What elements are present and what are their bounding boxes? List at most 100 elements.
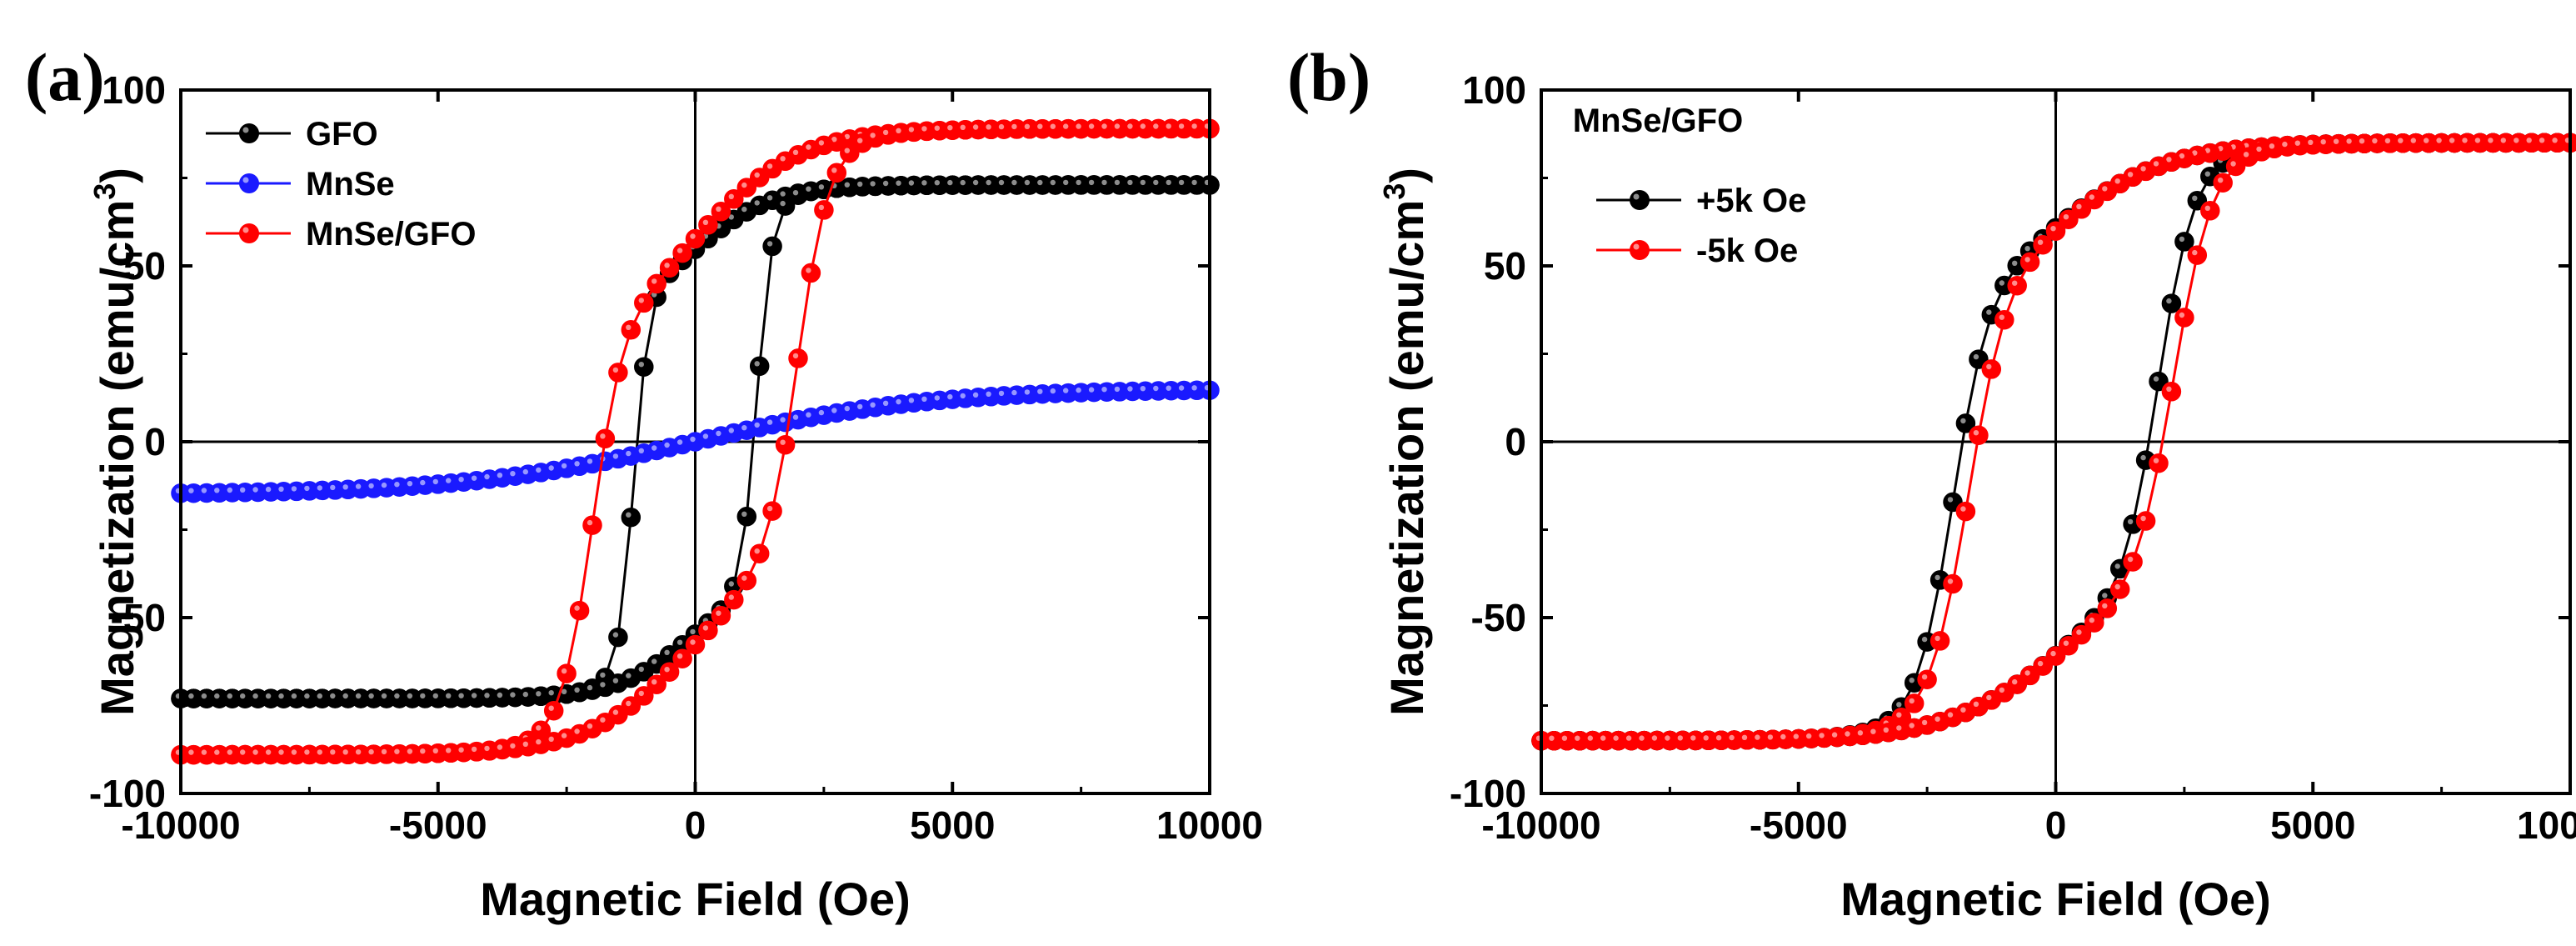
data-point-highlight [1960,506,1966,512]
data-point-highlight [844,405,850,412]
y-tick-label: -50 [111,596,166,639]
data-point-highlight [1934,716,1940,722]
data-point [1994,309,2014,330]
data-point [2045,221,2066,241]
data-point-highlight [278,486,284,492]
y-axis-label-superscript: 3 [1377,183,1411,200]
data-point-highlight [998,390,1005,397]
data-point-highlight [2346,138,2352,144]
data-point-highlight [638,362,644,368]
data-point [1917,669,1937,689]
series-gfo [171,175,1220,708]
data-point-highlight [2320,139,2326,145]
data-point-highlight [2114,178,2120,184]
data-point-highlight [471,475,477,481]
data-point-highlight [265,486,272,493]
x-axis-label: Magnetic Field (Oe) [1840,873,2271,925]
data-point [762,236,782,257]
data-point-highlight [1088,179,1095,186]
data-point [736,507,757,527]
data-point-highlight [1011,179,1017,186]
legend-item: +5k Oe [1596,183,1806,219]
data-point-highlight [1561,735,1568,741]
data-point-highlight [792,149,799,155]
data-point-highlight [728,594,734,600]
legend-marker [239,173,259,193]
data-point-highlight [1625,735,1632,741]
data-point-highlight [227,693,232,699]
data-point-highlight [2166,298,2172,304]
y-axis-label: Magnetization (emu/cm3) [1377,168,1433,716]
data-point-highlight [702,625,709,631]
data-point-highlight [1819,733,1825,738]
data-point-highlight [522,468,528,475]
data-point-highlight [1101,179,1107,186]
y-axis-label-close: ) [1380,168,1433,183]
data-point-highlight [227,487,232,493]
data-point-highlight [1140,386,1146,392]
data-point-highlight [1909,678,1915,683]
legend: GFO MnSe MnSe/GFO [206,116,476,253]
data-point-highlight [857,403,863,410]
data-point-highlight [908,398,915,403]
data-point-highlight [986,124,991,130]
data-point-highlight [986,179,991,186]
data-point-highlight [355,693,362,699]
data-point-highlight [458,477,464,483]
data-point-highlight [407,693,413,699]
data-point-highlight [702,219,709,225]
data-point [814,200,834,220]
y-tick-label: 100 [1462,68,1526,112]
data-point-highlight [1088,123,1095,129]
data-point-highlight [574,728,580,734]
data-point-highlight [214,488,220,493]
data-point-highlight [921,126,927,132]
data-point-highlight [806,268,811,273]
data-point-highlight [1153,123,1159,129]
y-axis-label-main: Magnetization (emu/cm [1380,200,1433,716]
data-point-highlight [806,412,811,418]
data-point [621,320,642,340]
data-point-highlight [2192,150,2198,156]
data-point-highlight [612,453,619,459]
data-point-highlight [432,748,438,753]
data-point-highlight [304,693,310,699]
data-point-highlight [407,481,413,487]
data-point-highlight [2024,257,2030,263]
data-point-highlight [947,179,953,186]
data-point-highlight [317,749,322,755]
data-point-highlight [651,679,657,685]
data-point-highlight [1191,123,1197,129]
data-point-highlight [1921,719,1928,726]
data-point-highlight [2514,138,2519,143]
data-point-highlight [1857,730,1864,736]
data-point-highlight [2449,138,2455,143]
data-point-highlight [1896,702,1902,708]
data-point-highlight [2037,239,2044,245]
legend-item: GFO [206,116,378,153]
data-point-highlight [484,473,490,480]
data-point-highlight [2063,640,2069,646]
data-point-highlight [882,129,889,136]
data-point-highlight [792,190,799,196]
data-point-highlight [522,741,528,747]
data-point [2135,511,2156,531]
data-point-highlight [1896,712,1902,718]
chart-panel-b: (b) -10000 -5000 0 5000 10000 -100 -50 0 50 100 Mag… [1287,39,2576,925]
data-point-highlight [664,442,670,448]
data-point [621,696,642,716]
data-point-highlight [1986,309,1992,315]
data-point-highlight [368,483,374,489]
data-point-highlight [214,693,220,699]
data-point-highlight [2474,138,2481,143]
data-point-highlight [626,512,632,518]
data-point-highlight [690,628,696,635]
data-point [1930,631,1950,651]
data-point-highlight [741,425,747,431]
data-point-highlight [2037,660,2044,667]
data-point-highlight [780,191,786,197]
data-point-highlight [2359,138,2365,144]
data-point [2071,199,2092,219]
data-point-highlight [676,639,683,645]
data-point-highlight [304,749,310,755]
